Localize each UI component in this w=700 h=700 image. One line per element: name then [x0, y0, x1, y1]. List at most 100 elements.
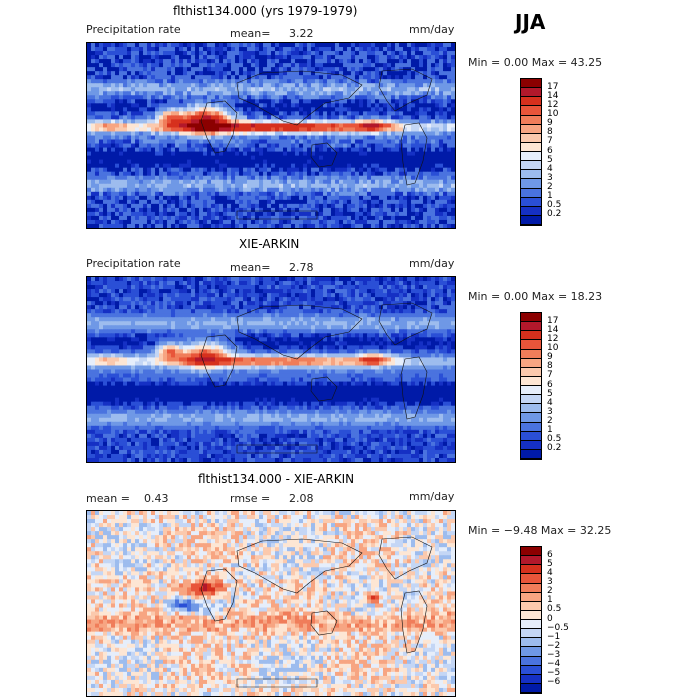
map-cell — [431, 187, 436, 193]
map-cell — [267, 123, 272, 128]
map-cell — [303, 103, 308, 108]
map-cell — [419, 293, 424, 298]
map-cell — [211, 63, 216, 68]
map-cell — [359, 199, 364, 205]
map-cell — [283, 159, 288, 165]
map-cell — [375, 215, 380, 221]
map-cell — [447, 51, 452, 56]
map-cell — [407, 183, 412, 189]
map-cell — [403, 75, 408, 80]
map-cell — [435, 127, 440, 132]
map-cell — [131, 103, 136, 108]
map-cell — [135, 223, 140, 228]
map-cell — [171, 75, 176, 80]
map-cell — [375, 131, 380, 136]
map-cell — [263, 191, 268, 197]
map-cell — [251, 151, 256, 157]
map-cell — [327, 163, 332, 169]
map-cell — [271, 179, 276, 185]
map-cell — [99, 63, 104, 68]
map-cell — [339, 175, 344, 181]
map-cell — [123, 75, 128, 80]
map-cell — [375, 167, 380, 173]
map-cell — [263, 179, 268, 185]
map-cell — [119, 67, 124, 72]
map-cell — [271, 163, 276, 169]
map-cell — [335, 277, 340, 282]
map-cell — [275, 159, 280, 165]
map-cell — [91, 215, 96, 221]
map-cell — [191, 293, 196, 298]
map-cell — [303, 163, 308, 169]
map-cell — [319, 55, 324, 60]
map-cell — [267, 187, 272, 193]
map-cell — [187, 127, 192, 132]
map-cell — [95, 63, 100, 68]
map-cell — [143, 199, 148, 205]
map-cell — [443, 79, 448, 84]
map-cell — [283, 147, 288, 153]
map-cell — [451, 195, 455, 201]
map-cell — [99, 119, 104, 124]
map-cell — [431, 171, 436, 177]
map-cell — [419, 111, 424, 116]
map-cell — [423, 285, 428, 290]
map-cell — [363, 281, 368, 286]
map-cell — [311, 43, 316, 48]
map-cell — [223, 115, 228, 120]
map-cell — [395, 171, 400, 177]
map-cell — [379, 187, 384, 193]
map-cell — [159, 285, 164, 290]
map-cell — [323, 55, 328, 60]
map-cell — [131, 51, 136, 56]
map-cell — [307, 107, 312, 112]
map-cell — [407, 171, 412, 177]
map-cell — [115, 47, 120, 52]
map-cell — [319, 289, 324, 294]
map-cell — [179, 47, 184, 52]
map-cell — [435, 71, 440, 76]
map-cell — [255, 119, 260, 124]
map-cell — [339, 219, 344, 225]
map-cell — [235, 143, 240, 149]
map-cell — [407, 195, 412, 201]
map-cell — [211, 155, 216, 161]
map-cell — [299, 187, 304, 193]
map-cell — [363, 219, 368, 225]
map-cell — [147, 99, 152, 104]
map-cell — [127, 71, 132, 76]
map-cell — [287, 163, 292, 169]
map-cell — [207, 151, 212, 157]
map-cell — [159, 223, 164, 228]
map-cell — [87, 75, 92, 80]
map-cell — [239, 277, 244, 282]
map-cell — [211, 171, 216, 177]
map-cell — [391, 277, 396, 282]
map-cell — [415, 301, 420, 306]
map-cell — [403, 277, 408, 282]
map-cell — [167, 203, 172, 209]
map-cell — [143, 155, 148, 161]
map-cell — [279, 147, 284, 153]
map-cell — [139, 183, 144, 189]
map-cell — [235, 171, 240, 177]
map-cell — [387, 87, 392, 92]
map-cell — [99, 139, 104, 145]
map-cell — [327, 211, 332, 217]
map-cell — [107, 195, 112, 201]
map-cell — [403, 91, 408, 96]
map-cell — [307, 47, 312, 52]
map-cell — [87, 83, 92, 88]
map-cell — [395, 135, 400, 141]
map-cell — [443, 155, 448, 161]
map-cell — [243, 171, 248, 177]
map-cell — [291, 277, 296, 282]
map-cell — [159, 277, 164, 282]
map-cell — [95, 191, 100, 197]
map-cell — [123, 211, 128, 217]
map-cell — [111, 99, 116, 104]
map-cell — [231, 63, 236, 68]
map-cell — [155, 103, 160, 108]
map-cell — [383, 143, 388, 149]
map-cell — [311, 277, 316, 282]
